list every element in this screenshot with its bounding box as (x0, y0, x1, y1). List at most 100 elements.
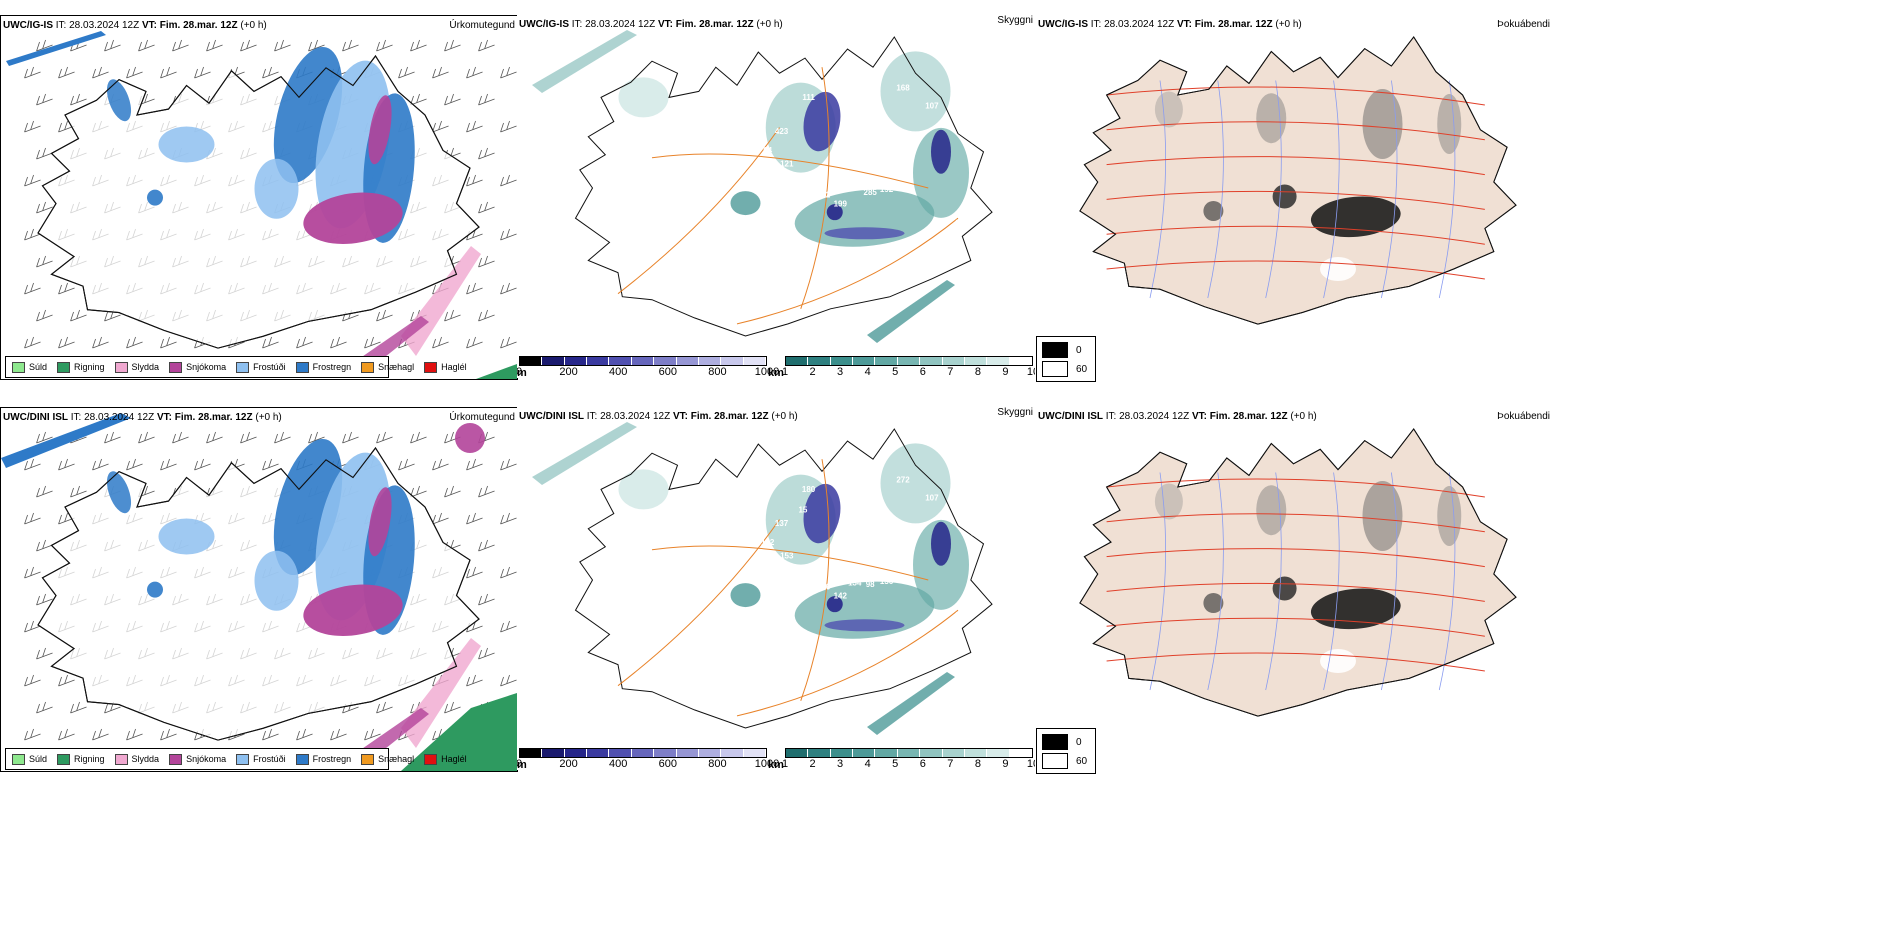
cloud-base-cells (519, 748, 767, 758)
colorbar-cell (875, 357, 898, 365)
colorbar-cell (609, 749, 632, 757)
legend-item: Snæhagl (361, 753, 414, 765)
sleet-band (401, 246, 481, 356)
colorbar-tick: 4 (864, 758, 871, 770)
wind-barb (70, 93, 87, 106)
freezing-rain-area (147, 189, 163, 206)
colorbar-cell (654, 357, 677, 365)
wind-barb (364, 336, 381, 349)
colorbar-tick: 8 (974, 758, 981, 770)
legend-label: Snæhagl (378, 362, 415, 372)
ceiling-label: 423 (775, 127, 789, 136)
wind-barb (36, 701, 53, 714)
precip-type-panel-top: UWC/IG-IS IT: 28.03.2024 12Z VT: Fim. 28… (0, 15, 518, 380)
ceiling-label: 136 (880, 577, 894, 586)
fog-panel-top: UWC/IG-IS IT: 28.03.2024 12Z VT: Fim. 28… (1036, 15, 1552, 333)
fog-index-area (1256, 485, 1287, 536)
wind-barb (296, 336, 313, 349)
colorbar-tick: 3 (837, 366, 844, 378)
fog-index-area (1310, 588, 1401, 630)
colorbar-tick: 9 (1002, 758, 1009, 770)
road (651, 153, 929, 189)
wind-barb (194, 458, 211, 471)
panel-variable-title: Þokuábendi (1497, 411, 1550, 422)
wind-barb (432, 66, 449, 79)
road (736, 609, 959, 717)
wind-barb (444, 309, 461, 322)
colorbar-cell (786, 357, 809, 365)
wind-barb (478, 201, 495, 214)
colorbar-tick: 600 (658, 366, 677, 378)
cloud-base-panel-top: UWC/IG-IS IT: 28.03.2024 12Z VT: Fim. 28… (517, 15, 1035, 378)
wind-barb (92, 336, 109, 349)
panel-variable-title: Úrkomutegund (449, 412, 515, 423)
legend-swatch (424, 361, 438, 373)
colorbar-cell (631, 749, 655, 757)
wind-barb (376, 39, 393, 52)
wind-barb (444, 485, 461, 498)
colorbar-cell (808, 357, 831, 365)
legend-item: Snjókoma (169, 361, 226, 373)
ceiling-label: 120 (958, 107, 972, 116)
colorbar-tick: 1000 (754, 366, 780, 378)
wind-barb (466, 512, 483, 525)
colorbar-tick: 8 (974, 366, 981, 378)
fog-index-area (1320, 257, 1356, 281)
river (1207, 80, 1224, 299)
legend-item: Frostúði (236, 753, 286, 765)
colorbar-cell (987, 357, 1010, 365)
low-cloud-base-area (803, 91, 841, 152)
colorbar-cell (676, 749, 699, 757)
wind-barb (24, 120, 41, 133)
road (1106, 478, 1485, 498)
colorbar-tick: 10 (1026, 758, 1035, 770)
fog-legend-item: 60 (1042, 361, 1087, 377)
wind-barb (36, 539, 53, 552)
colorbar-tick: 1 (781, 758, 789, 770)
iceland-land (1079, 428, 1517, 717)
ceiling-label: 182 (792, 586, 806, 595)
wind-barb (410, 485, 427, 498)
colorbar-tick: 2 (809, 366, 816, 378)
road (1106, 190, 1485, 210)
legend-label: Frostúði (253, 754, 286, 764)
wind-barb (308, 39, 325, 52)
legend-swatch (236, 361, 250, 373)
colorbar-tick: 9 (1002, 366, 1009, 378)
wind-barb (160, 336, 177, 349)
legend-swatch (424, 753, 438, 765)
model-name: UWC/IG-IS (1038, 19, 1088, 30)
wind-barb (206, 431, 223, 444)
wind-barb (24, 566, 41, 579)
legend-swatch (361, 361, 375, 373)
wind-barb (466, 566, 483, 579)
colorbar-cell (830, 749, 854, 757)
wind-barb (376, 701, 393, 714)
colorbar-tick: 800 (708, 366, 727, 378)
colorbar-tick: 10 (1026, 366, 1035, 378)
ceiling-label: 978 (971, 137, 985, 146)
road (1106, 548, 1485, 568)
wind-barb (478, 593, 495, 606)
low-visibility-area (794, 581, 935, 639)
river (1381, 80, 1398, 299)
road (651, 545, 929, 581)
precip-areas (6, 31, 517, 379)
ceiling-label: 98 (866, 580, 875, 589)
road-network (1106, 478, 1485, 672)
colorbar-tick: 3 (837, 758, 844, 770)
low-visibility-area (730, 191, 761, 216)
wind-barb (172, 39, 189, 52)
road (1106, 225, 1485, 245)
colorbar-tick: 400 (609, 366, 628, 378)
wind-barb (24, 336, 41, 349)
wind-barb (70, 485, 87, 498)
wind-barb (478, 485, 495, 498)
colorbar-cell (564, 749, 588, 757)
colorbar-tick: 200 (559, 758, 578, 770)
wind-barb (500, 228, 517, 241)
fog-index-area (1310, 196, 1401, 238)
river-network (1149, 472, 1456, 691)
ceiling-label: 116 (888, 549, 901, 558)
snow-area (303, 192, 403, 244)
